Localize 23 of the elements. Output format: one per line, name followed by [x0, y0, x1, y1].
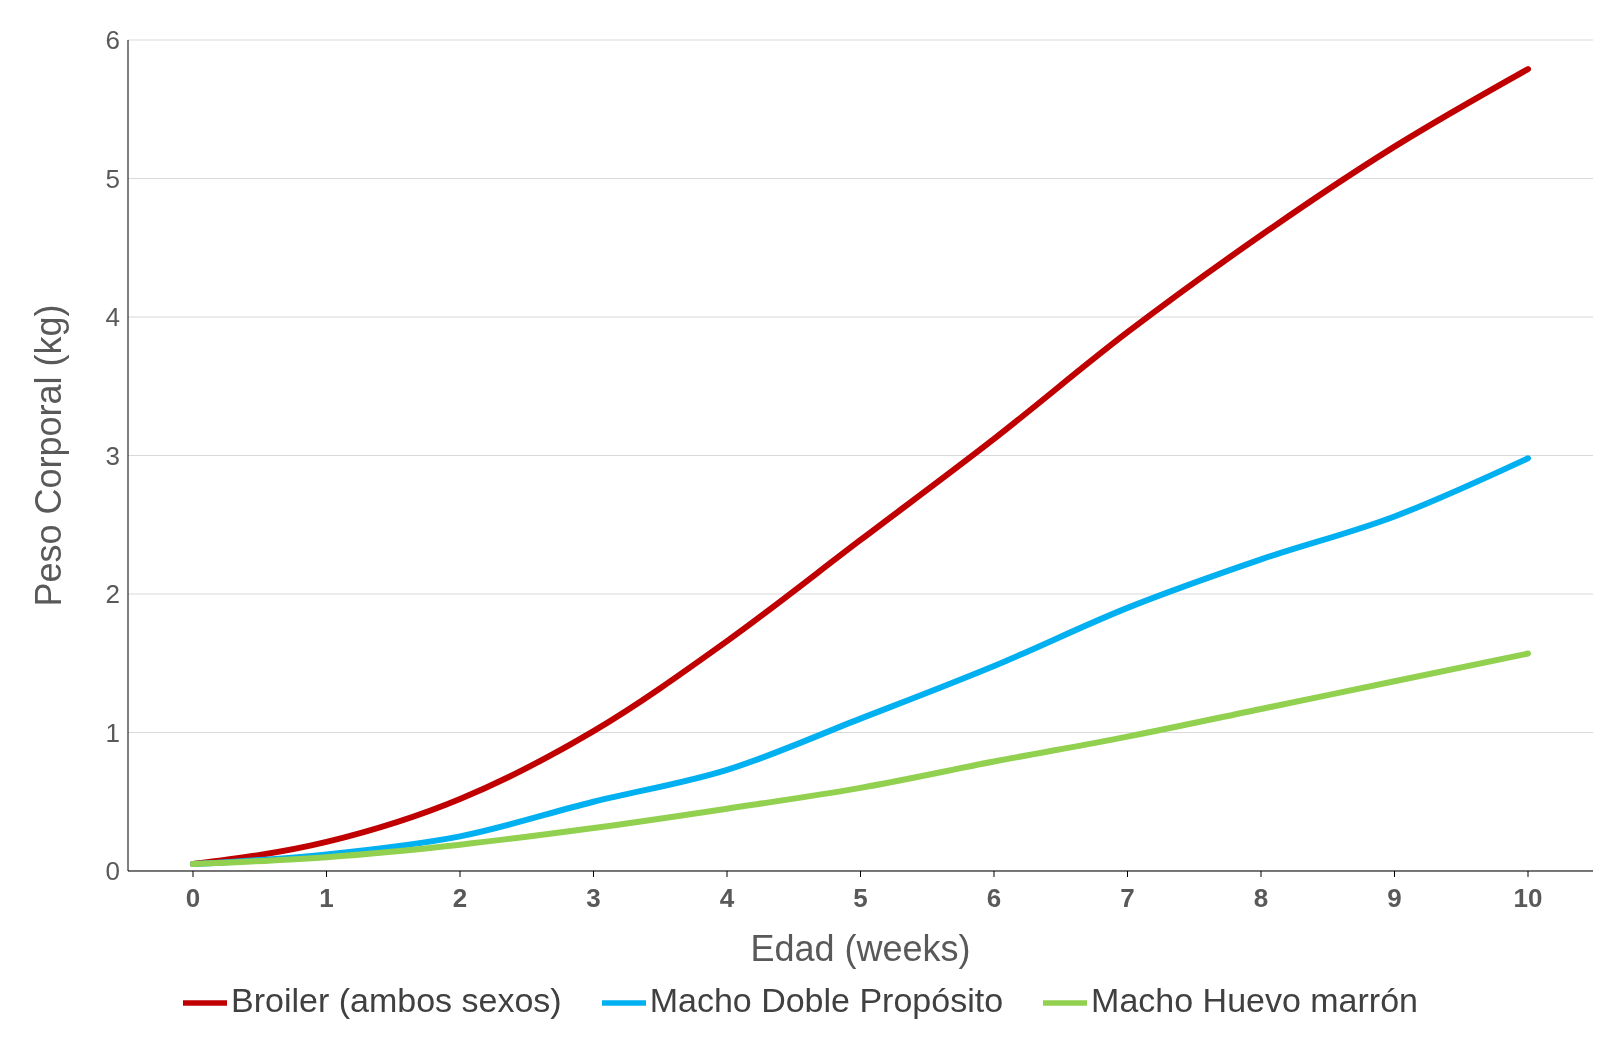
- x-tick-label: 9: [1387, 883, 1402, 914]
- y-tick-label: 4: [105, 302, 120, 333]
- x-tick-label: 7: [1120, 883, 1135, 914]
- x-tick-label: 5: [853, 883, 868, 914]
- y-axis-title: Peso Corporal (kg): [27, 304, 69, 607]
- legend-label: Broiler (ambos sexos): [231, 980, 562, 1019]
- x-tick-label: 6: [986, 883, 1002, 914]
- y-tick-label: 6: [105, 25, 120, 56]
- legend-label: Macho Doble Propósito: [649, 980, 1004, 1019]
- x-axis-title: Edad (weeks): [750, 927, 971, 969]
- x-tick-label: 8: [1253, 883, 1269, 914]
- x-tick-label: 3: [586, 883, 601, 914]
- x-tick-label: 0: [185, 883, 201, 914]
- y-tick-label: 3: [105, 440, 120, 471]
- x-tick-label: 2: [452, 883, 468, 914]
- y-tick-label: 5: [105, 163, 120, 194]
- y-tick-label: 0: [105, 856, 120, 887]
- legend-label: Macho Huevo marrón: [1091, 980, 1418, 1019]
- x-tick-label: 10: [1513, 883, 1543, 914]
- x-tick-label: 1: [319, 883, 334, 914]
- y-tick-label: 2: [105, 579, 120, 610]
- y-tick-label: 1: [105, 717, 120, 748]
- x-tick-label: 4: [719, 883, 735, 914]
